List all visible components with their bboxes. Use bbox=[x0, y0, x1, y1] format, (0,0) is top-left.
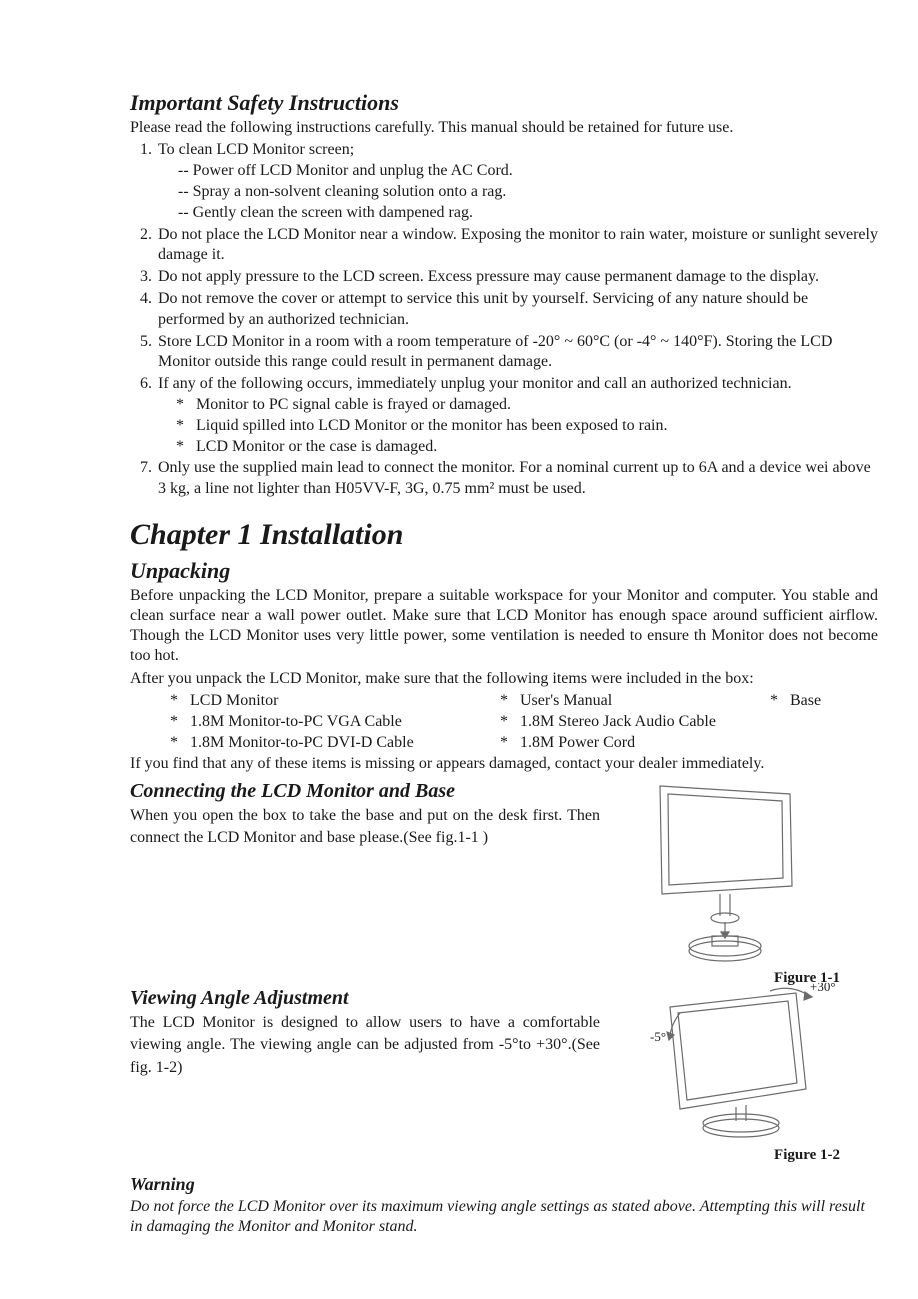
chapter-heading: Chapter 1 Installation bbox=[130, 518, 878, 552]
bullet-star: * bbox=[176, 395, 186, 416]
connecting-body: When you open the box to take the base a… bbox=[130, 805, 600, 850]
item-label: LCD Monitor bbox=[190, 691, 278, 712]
item-label: 1.8M Stereo Jack Audio Cable bbox=[520, 712, 716, 733]
safety-item: Do not apply pressure to the LCD screen.… bbox=[156, 267, 878, 288]
safety-item-text: If any of the following occurs, immediat… bbox=[158, 375, 792, 392]
unpacking-heading: Unpacking bbox=[130, 558, 878, 584]
safety-heading: Important Safety Instructions bbox=[130, 90, 878, 116]
safety-list: To clean LCD Monitor screen; -- Power of… bbox=[134, 140, 878, 500]
bullet-star: * bbox=[170, 712, 178, 733]
bullet-star: * bbox=[176, 416, 186, 437]
warning-heading: Warning bbox=[130, 1174, 878, 1195]
safety-item: Only use the supplied main lead to conne… bbox=[156, 458, 878, 500]
connecting-heading: Connecting the LCD Monitor and Base bbox=[130, 780, 600, 803]
bullet-star: * bbox=[170, 733, 178, 754]
unpacking-items: * LCD Monitor * User's Manual * Base * 1.8M … bbox=[130, 691, 878, 753]
warning-body: Do not force the LCD Monitor over its ma… bbox=[130, 1197, 878, 1237]
safety-staritem: LCD Monitor or the case is damaged. bbox=[196, 437, 437, 458]
unpacking-body: Before unpacking the LCD Monitor, prepar… bbox=[130, 586, 878, 667]
angle-plus-label: +30° bbox=[810, 983, 836, 994]
bullet-star: * bbox=[176, 437, 186, 458]
safety-item: Do not remove the cover or attempt to se… bbox=[156, 289, 878, 331]
safety-item: Do not place the LCD Monitor near a wind… bbox=[156, 225, 878, 267]
bullet-star: * bbox=[170, 691, 178, 712]
bullet-star: * bbox=[500, 733, 508, 754]
safety-subitem: -- Gently clean the screen with dampened… bbox=[178, 203, 878, 224]
item-label: Base bbox=[790, 691, 821, 712]
figure-caption: Figure 1-2 bbox=[620, 1147, 840, 1164]
bullet-star: * bbox=[770, 691, 778, 712]
item-label: 1.8M Power Cord bbox=[520, 733, 635, 754]
figure-1-1: Figure 1-1 bbox=[620, 776, 840, 987]
item-label: 1.8M Monitor-to-PC DVI-D Cable bbox=[190, 733, 414, 754]
safety-staritem: Monitor to PC signal cable is frayed or … bbox=[196, 395, 511, 416]
unpacking-body2: After you unpack the LCD Monitor, make s… bbox=[130, 669, 878, 689]
bullet-star: * bbox=[500, 712, 508, 733]
safety-subitem: -- Power off LCD Monitor and unplug the … bbox=[178, 161, 878, 182]
item-label: 1.8M Monitor-to-PC VGA Cable bbox=[190, 712, 402, 733]
item-label: User's Manual bbox=[520, 691, 612, 712]
safety-item: To clean LCD Monitor screen; -- Power of… bbox=[156, 140, 878, 223]
safety-item-text: To clean LCD Monitor screen; bbox=[158, 141, 354, 158]
bullet-star: * bbox=[500, 691, 508, 712]
safety-item: Store LCD Monitor in a room with a room … bbox=[156, 332, 878, 374]
safety-subitem: -- Spray a non-solvent cleaning solution… bbox=[178, 182, 878, 203]
viewing-heading: Viewing Angle Adjustment bbox=[130, 987, 600, 1010]
safety-intro: Please read the following instructions c… bbox=[130, 118, 878, 138]
unpacking-footer: If you find that any of these items is m… bbox=[130, 754, 878, 774]
safety-staritem: Liquid spilled into LCD Monitor or the m… bbox=[196, 416, 667, 437]
safety-item: If any of the following occurs, immediat… bbox=[156, 374, 878, 457]
angle-minus-label: -5° bbox=[650, 1029, 666, 1044]
figure-1-2: +30° -5° Figure 1-2 bbox=[620, 983, 840, 1164]
viewing-body: The LCD Monitor is designed to allow use… bbox=[130, 1012, 600, 1079]
